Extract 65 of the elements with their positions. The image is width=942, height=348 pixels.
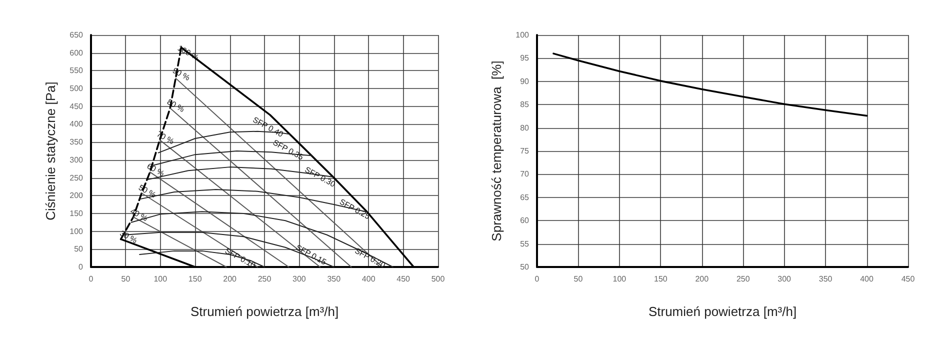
x-tick-label: 400 [362, 274, 376, 284]
x-tick-label: 200 [223, 274, 238, 284]
y-tick-label: 80 [520, 123, 530, 132]
y-tick-label: 85 [520, 100, 530, 110]
x-tick-label: 150 [654, 274, 668, 284]
y-tick-label: 150 [70, 208, 84, 218]
annotation: 30 % [118, 228, 139, 246]
x-tick-label: 300 [292, 274, 306, 284]
x-tick-label: 50 [121, 274, 131, 284]
x-tick-label: 250 [258, 274, 272, 284]
x-tick-label: 500 [431, 274, 446, 284]
x-tick-label: 150 [188, 274, 202, 284]
y-tick-label: 65 [520, 192, 530, 202]
annotation: SFP 0.35 [271, 138, 306, 162]
y-tick-label: 400 [70, 120, 84, 129]
x-tick-label: 450 [901, 274, 916, 284]
annotation: 90 % [171, 66, 192, 83]
y-tick-label: 200 [70, 191, 84, 200]
x-tick-label: 350 [818, 274, 833, 284]
y-tick-label: 350 [70, 138, 84, 147]
annotation: 40 % [128, 206, 150, 224]
y-tick-label: 250 [70, 173, 84, 182]
y-tick-label: 300 [70, 155, 84, 164]
y-tick-label: 95 [520, 54, 530, 63]
y-tick-label: 0 [78, 262, 84, 272]
y-tick-label: 75 [520, 146, 530, 156]
y-tick-label: 90 [520, 76, 530, 86]
annotation: SFP 0.40 [251, 115, 286, 140]
x-tick-label: 50 [574, 274, 584, 284]
y-tick-label: 55 [520, 239, 530, 248]
x-axis-title: Strumień powietrza [m³/h] [190, 304, 339, 319]
x-tick-label: 250 [736, 274, 750, 284]
y-tick-label: 550 [70, 66, 84, 76]
x-tick-label: 100 [612, 274, 627, 284]
y-tick-label: 60 [520, 216, 530, 226]
annotation: 70 % [155, 129, 176, 146]
y-tick-label: 50 [520, 262, 530, 272]
annotation: SFP 0.20 [353, 246, 388, 270]
x-tick-label: 0 [534, 274, 540, 284]
y-tick-label: 500 [70, 84, 84, 94]
annotation: 80 % [166, 97, 186, 114]
x-tick-label: 450 [396, 274, 411, 284]
y-tick-label: 450 [70, 102, 84, 111]
annotation: SFP 0.30 [303, 165, 338, 190]
y-tick-label: 70 [520, 170, 530, 179]
x-tick-label: 100 [154, 274, 168, 284]
annotation: 50 % [137, 183, 158, 200]
x-tick-label: 200 [695, 274, 710, 284]
y-axis-title: Sprawność temperaturowa [%] [489, 60, 504, 242]
y-tick-label: 100 [516, 30, 530, 40]
x-tick-label: 400 [860, 274, 874, 284]
annotation: SFP 0.10 [223, 246, 258, 270]
annotation: 100 % [176, 43, 200, 62]
annotation: SFP 0.25 [338, 197, 372, 222]
annotation: 60 % [145, 162, 166, 178]
x-tick-label: 350 [327, 274, 342, 284]
x-tick-label: 300 [778, 274, 792, 284]
annotation: SFP 0.15 [294, 242, 328, 268]
y-tick-label: 50 [74, 244, 84, 254]
y-tick-label: 600 [70, 48, 84, 58]
x-axis-title: Strumień powietrza [m³/h] [648, 304, 797, 319]
y-tick-label: 100 [70, 226, 84, 236]
x-tick-label: 0 [88, 274, 94, 284]
y-axis-title: Ciśnienie statyczne [Pa] [43, 82, 58, 220]
y-tick-label: 650 [70, 30, 84, 40]
